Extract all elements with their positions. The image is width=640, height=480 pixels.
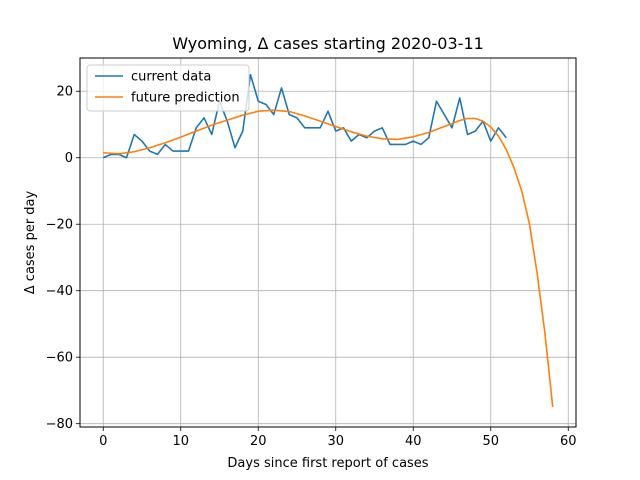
chart-title: Wyoming, Δ cases starting 2020-03-11 [172, 34, 484, 53]
y-axis-label: Δ cases per day [23, 190, 38, 294]
legend-label: current data [131, 70, 211, 85]
tick-layer: 0 10 20 30 40 50 60 −80 −60 −40 −20 0 20 [46, 85, 577, 449]
y-tick-label: −80 [46, 417, 73, 432]
x-tick-label: 40 [405, 434, 422, 449]
x-tick-label: 10 [172, 434, 189, 449]
x-tick-label: 50 [482, 434, 499, 449]
y-tick-label: −60 [46, 351, 73, 366]
x-tick-label: 60 [560, 434, 577, 449]
series-line-future-prediction [103, 109, 554, 408]
legend: current data future prediction [86, 64, 250, 112]
y-tick-label: −40 [46, 284, 73, 299]
grid-layer [80, 58, 576, 427]
series-layer [102, 73, 554, 408]
plot-frame [79, 57, 577, 428]
x-tick-label: 30 [327, 434, 344, 449]
y-tick-label: 20 [56, 85, 73, 100]
y-tick-label: −20 [46, 218, 73, 233]
legend-box [86, 64, 250, 112]
series-line-current-data [102, 73, 507, 159]
x-tick-label: 20 [250, 434, 267, 449]
y-tick-label: 0 [65, 151, 73, 166]
x-tick-label: 0 [99, 434, 107, 449]
legend-label: future prediction [131, 91, 240, 106]
x-axis-label: Days since first report of cases [227, 456, 428, 471]
